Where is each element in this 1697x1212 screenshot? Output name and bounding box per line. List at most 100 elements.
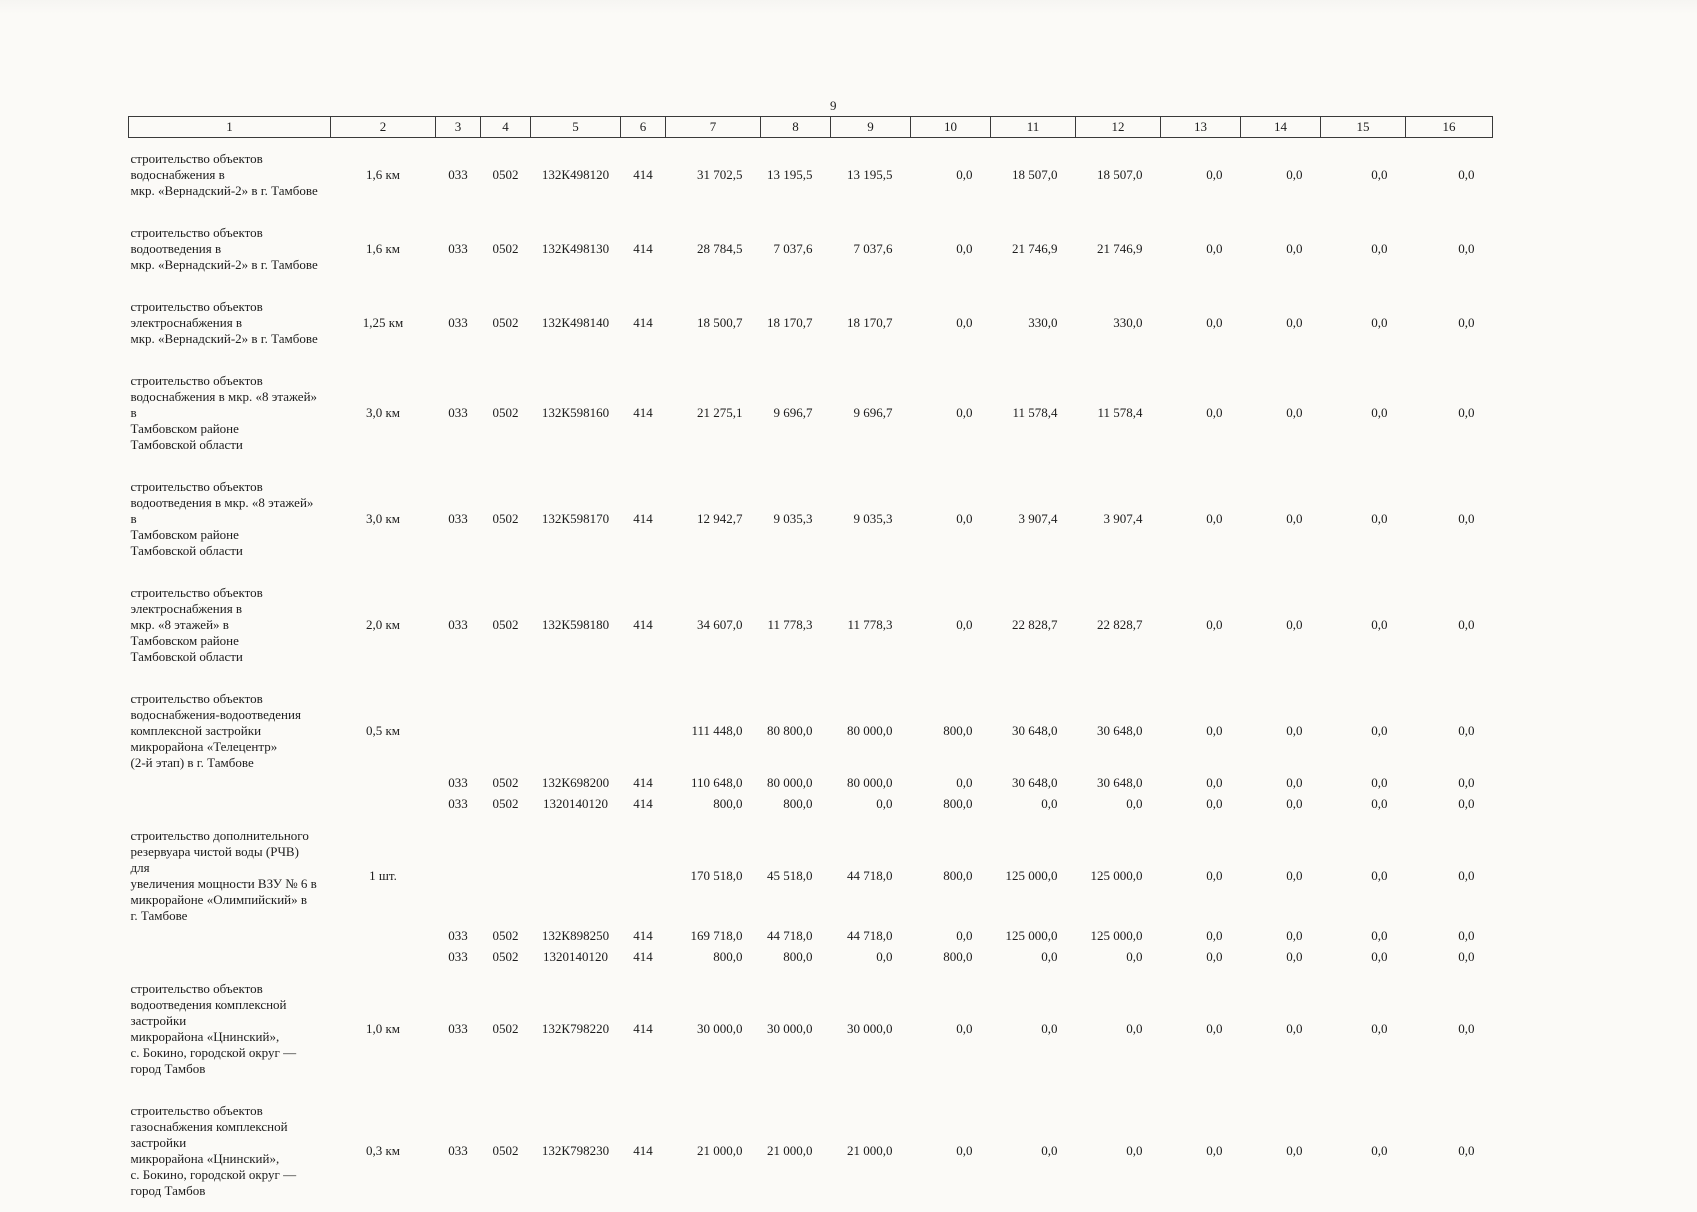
project-description-cell: строительство объектов водоснабжения в м… bbox=[129, 360, 331, 466]
value-cell: 0,0 bbox=[1321, 678, 1406, 773]
column-header: 11 bbox=[991, 117, 1076, 138]
value-cell: 0,0 bbox=[911, 466, 991, 572]
value-cell: 0,0 bbox=[1406, 360, 1493, 466]
value-cell: 31 702,5 bbox=[666, 138, 761, 213]
value-cell: 44 718,0 bbox=[831, 926, 911, 947]
value-cell: 0,0 bbox=[1241, 138, 1321, 213]
value-cell: 3 907,4 bbox=[1076, 466, 1161, 572]
value-cell: 0,0 bbox=[1241, 360, 1321, 466]
value-cell: 0,0 bbox=[1076, 794, 1161, 815]
value-cell: 125 000,0 bbox=[1076, 926, 1161, 947]
value-cell: 033 bbox=[436, 286, 481, 360]
value-cell: 0,0 bbox=[1321, 815, 1406, 926]
value-cell: 169 718,0 bbox=[666, 926, 761, 947]
value-cell: 0,0 bbox=[1161, 773, 1241, 794]
value-cell: 800,0 bbox=[911, 678, 991, 773]
value-cell: 0,0 bbox=[1321, 360, 1406, 466]
value-cell: 414 bbox=[621, 794, 666, 815]
project-description-cell: строительство объектов водоотведения ком… bbox=[129, 968, 331, 1090]
value-cell: 30 648,0 bbox=[1076, 773, 1161, 794]
value-cell: 125 000,0 bbox=[1076, 815, 1161, 926]
value-cell: 1,6 км bbox=[331, 212, 436, 286]
value-cell: 9 035,3 bbox=[831, 466, 911, 572]
project-description-cell: строительство объектов электроснабжения … bbox=[129, 286, 331, 360]
value-cell: 28 784,5 bbox=[666, 212, 761, 286]
project-description-cell: строительство объектов водоснабжения-вод… bbox=[129, 678, 331, 773]
value-cell: 0,0 bbox=[911, 926, 991, 947]
value-cell: 21 000,0 bbox=[761, 1090, 831, 1212]
value-cell: 414 bbox=[621, 1090, 666, 1212]
value-cell: 7 037,6 bbox=[831, 212, 911, 286]
value-cell: 1320140120 bbox=[531, 947, 621, 968]
value-cell: 30 000,0 bbox=[831, 968, 911, 1090]
value-cell bbox=[481, 815, 531, 926]
value-cell: 0,0 bbox=[1406, 947, 1493, 968]
column-header: 10 bbox=[911, 117, 991, 138]
value-cell: 033 bbox=[436, 968, 481, 1090]
value-cell: 414 bbox=[621, 968, 666, 1090]
value-cell: 132К898250 bbox=[531, 926, 621, 947]
value-cell: 9 696,7 bbox=[831, 360, 911, 466]
value-cell: 0,0 bbox=[1321, 773, 1406, 794]
value-cell: 0,0 bbox=[1406, 968, 1493, 1090]
value-cell: 80 000,0 bbox=[831, 773, 911, 794]
value-cell: 132К498130 bbox=[531, 212, 621, 286]
value-cell: 18 170,7 bbox=[831, 286, 911, 360]
value-cell: 0,0 bbox=[1241, 794, 1321, 815]
value-cell: 0,0 bbox=[1406, 773, 1493, 794]
value-cell: 80 000,0 bbox=[761, 773, 831, 794]
value-cell: 0,0 bbox=[1406, 926, 1493, 947]
value-cell: 0,0 bbox=[1321, 286, 1406, 360]
value-cell: 0,0 bbox=[911, 212, 991, 286]
value-cell: 330,0 bbox=[1076, 286, 1161, 360]
project-description-cell: строительство объектов газоснабжения ком… bbox=[129, 1090, 331, 1212]
project-description-cell: строительство объектов водоотведения в м… bbox=[129, 212, 331, 286]
value-cell: 0502 bbox=[481, 138, 531, 213]
value-cell: 0,0 bbox=[1241, 678, 1321, 773]
column-header: 8 bbox=[761, 117, 831, 138]
value-cell: 80 800,0 bbox=[761, 678, 831, 773]
value-cell: 0,0 bbox=[1321, 968, 1406, 1090]
value-cell: 3 907,4 bbox=[991, 466, 1076, 572]
value-cell bbox=[531, 678, 621, 773]
table-row: строительство объектов электроснабжения … bbox=[129, 572, 1493, 678]
value-cell: 22 828,7 bbox=[1076, 572, 1161, 678]
value-cell: 0502 bbox=[481, 968, 531, 1090]
value-cell: 21 746,9 bbox=[991, 212, 1076, 286]
value-cell: 414 bbox=[621, 138, 666, 213]
value-cell: 0,0 bbox=[1406, 572, 1493, 678]
table-body: строительство объектов водоснабжения в м… bbox=[129, 138, 1493, 1212]
value-cell: 132К798230 bbox=[531, 1090, 621, 1212]
value-cell: 0,0 bbox=[1321, 138, 1406, 213]
value-cell: 0,0 bbox=[1406, 1090, 1493, 1212]
value-cell: 132К598170 bbox=[531, 466, 621, 572]
value-cell: 132К498120 bbox=[531, 138, 621, 213]
value-cell: 22 828,7 bbox=[991, 572, 1076, 678]
value-cell: 0502 bbox=[481, 572, 531, 678]
value-cell: 7 037,6 bbox=[761, 212, 831, 286]
value-cell: 0,0 bbox=[1241, 572, 1321, 678]
value-cell: 18 507,0 bbox=[991, 138, 1076, 213]
value-cell: 80 000,0 bbox=[831, 678, 911, 773]
value-cell: 2,0 км bbox=[331, 572, 436, 678]
value-cell: 13 195,5 bbox=[761, 138, 831, 213]
value-cell bbox=[621, 815, 666, 926]
value-cell: 132К698200 bbox=[531, 773, 621, 794]
value-cell: 11 578,4 bbox=[1076, 360, 1161, 466]
value-cell: 0,0 bbox=[991, 1090, 1076, 1212]
column-header: 2 bbox=[331, 117, 436, 138]
value-cell: 0,0 bbox=[1241, 286, 1321, 360]
column-header: 5 bbox=[531, 117, 621, 138]
value-cell: 1,0 км bbox=[331, 968, 436, 1090]
table-row: строительство объектов водоснабжения в м… bbox=[129, 360, 1493, 466]
value-cell bbox=[331, 947, 436, 968]
value-cell bbox=[481, 678, 531, 773]
project-description-cell: строительство объектов водоснабжения в м… bbox=[129, 138, 331, 213]
value-cell: 414 bbox=[621, 212, 666, 286]
value-cell: 414 bbox=[621, 466, 666, 572]
value-cell: 0,0 bbox=[1321, 212, 1406, 286]
value-cell: 0,0 bbox=[1321, 572, 1406, 678]
value-cell: 033 bbox=[436, 947, 481, 968]
